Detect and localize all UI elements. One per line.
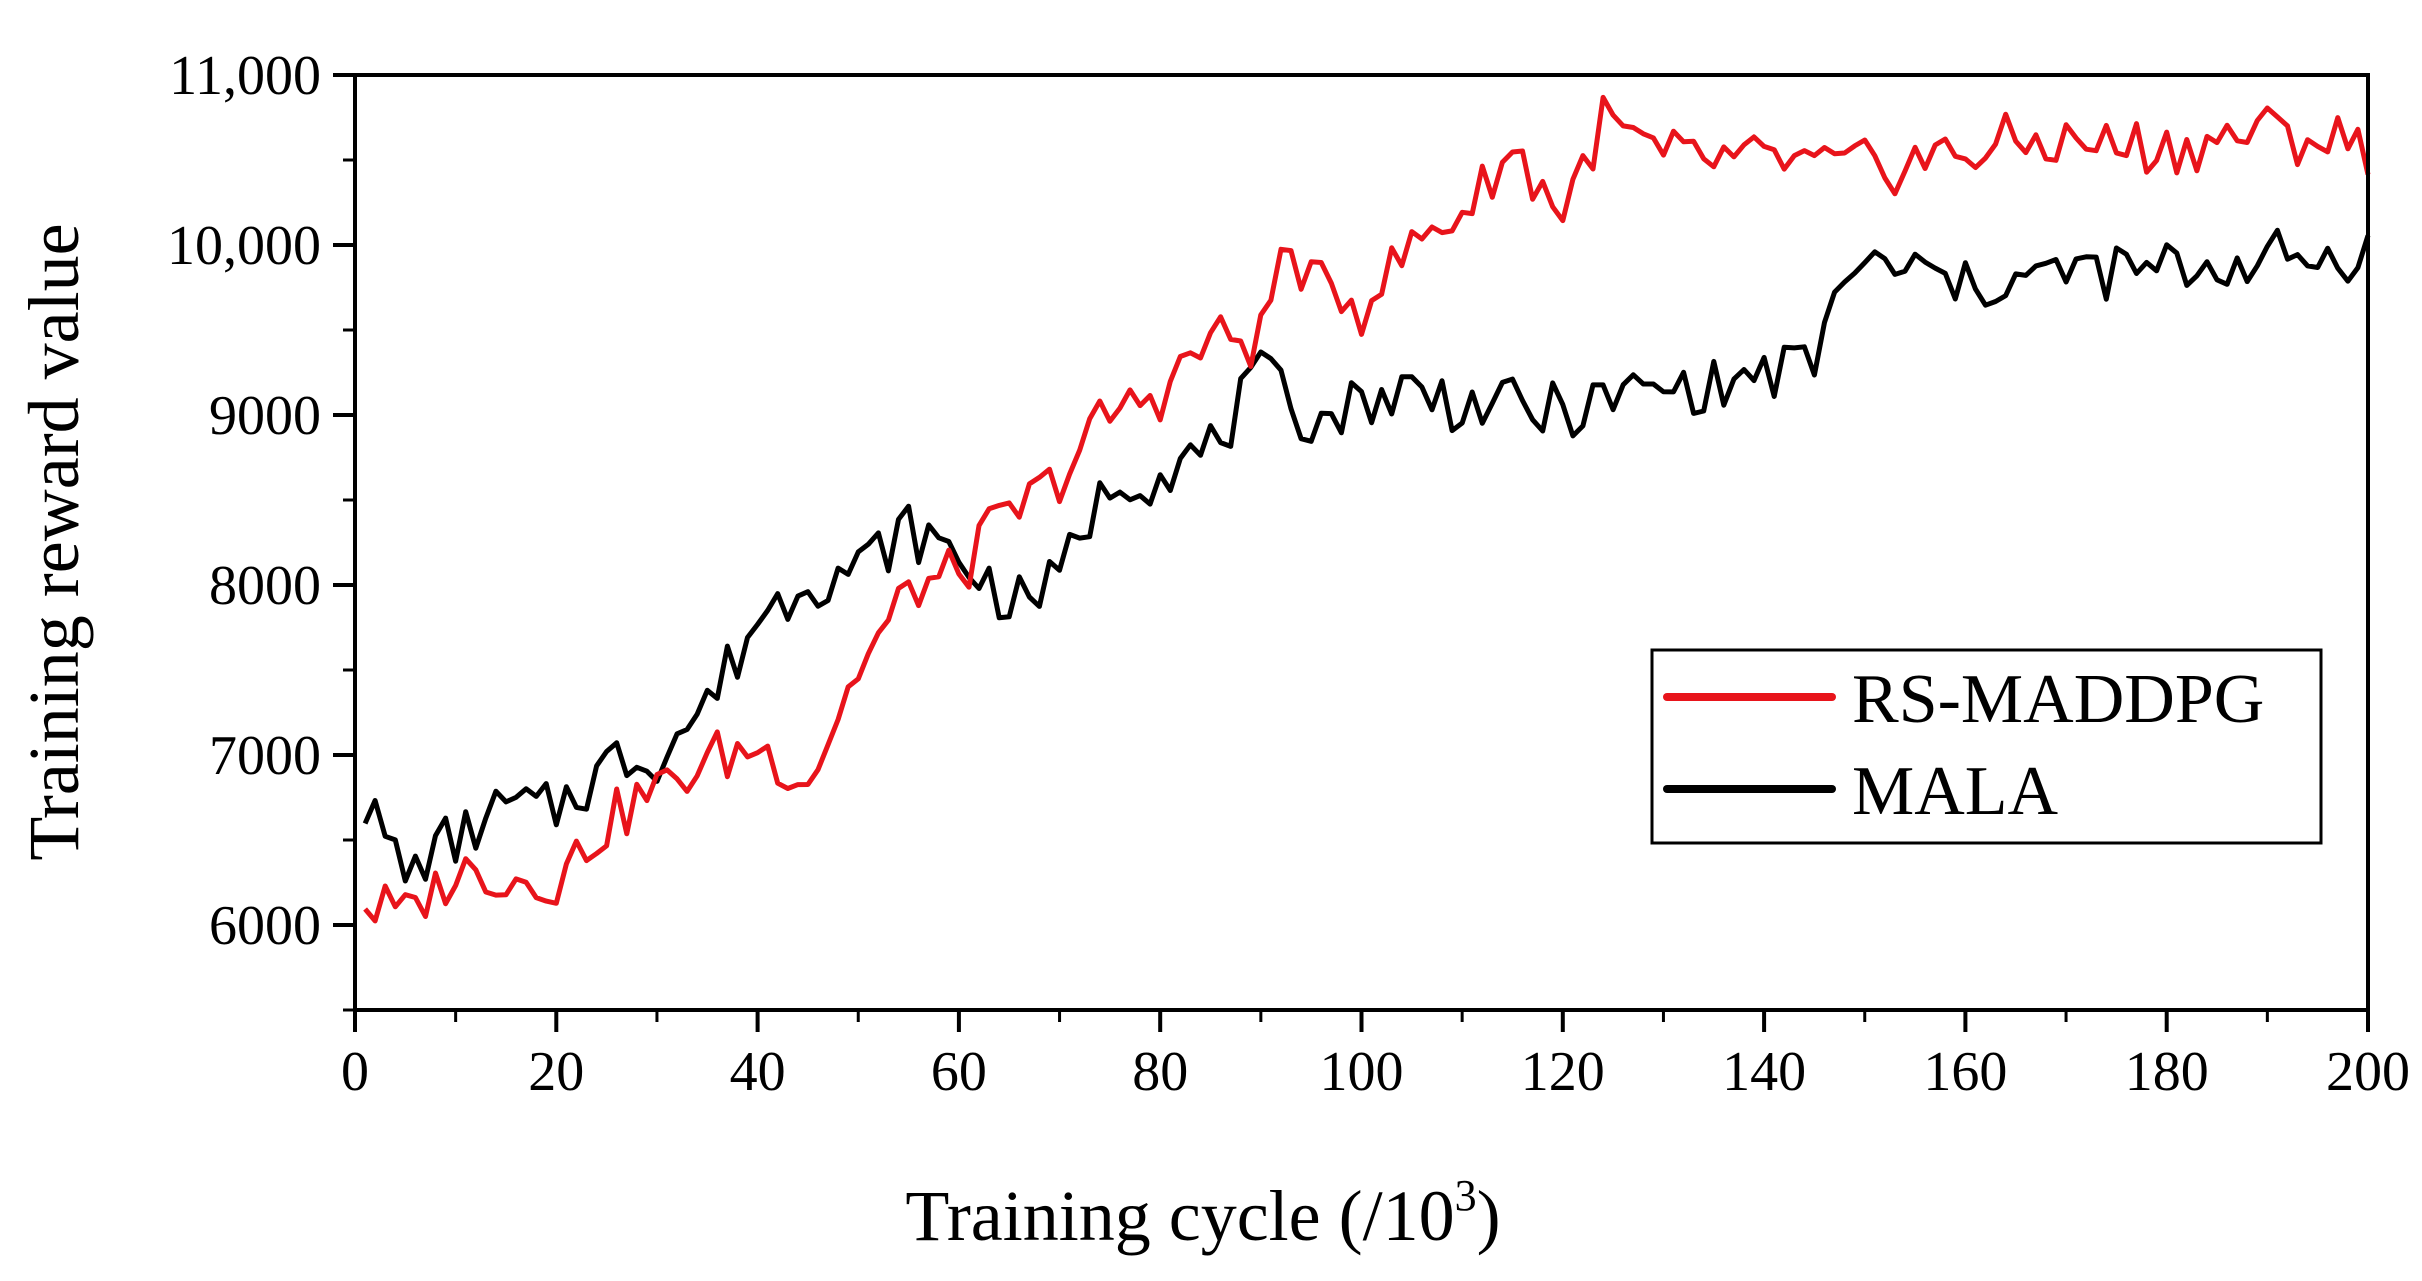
plot-frame: [353, 73, 2370, 1012]
x-tick-label: 80: [1132, 1041, 1188, 1103]
x-tick-label: 120: [1521, 1041, 1605, 1103]
x-tick-label: 200: [2326, 1041, 2410, 1103]
x-tick-label: 180: [2125, 1041, 2209, 1103]
y-tick-label: 8000: [209, 555, 321, 617]
y-tick-label: 10,000: [167, 215, 321, 277]
x-tick-label: 20: [528, 1041, 584, 1103]
series-line-mala: [362, 227, 2371, 884]
legend-label-rs-maddpg: RS-MADDPG: [1852, 661, 2264, 738]
x-tick-label: 0: [341, 1041, 369, 1103]
y-axis-title: Training reward value: [14, 223, 94, 860]
x-tick-label: 140: [1722, 1041, 1806, 1103]
x-axis-title: Training cycle (/103): [905, 1171, 1500, 1256]
x-tick-label: 100: [1320, 1041, 1404, 1103]
y-tick-label: 6000: [209, 895, 321, 957]
legend-label-mala: MALA: [1852, 753, 2059, 830]
x-tick-label: 160: [1923, 1041, 2007, 1103]
y-tick-label: 7000: [209, 725, 321, 787]
legend: RS-MADDPG MALA: [1650, 648, 2323, 845]
legend-box: [1650, 648, 2323, 845]
x-tick-label: 40: [730, 1041, 786, 1103]
series-line-rs_maddpg: [363, 94, 2371, 924]
y-tick-label: 9000: [209, 385, 321, 447]
x-tick-label: 60: [931, 1041, 987, 1103]
y-tick-label: 11,000: [169, 45, 321, 107]
